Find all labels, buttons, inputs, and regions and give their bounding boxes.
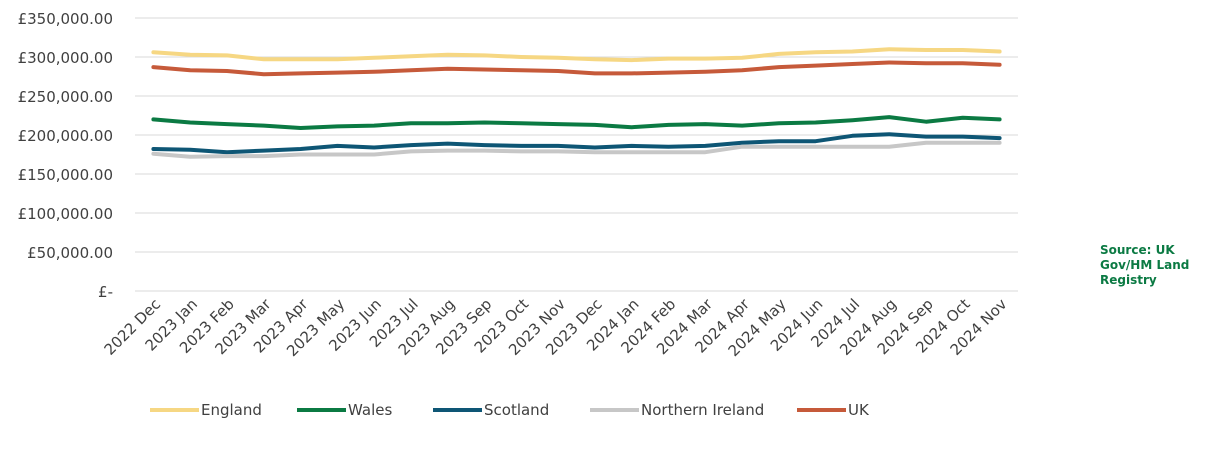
series-line-england xyxy=(151,47,1002,63)
source-note: Source: UK Gov/HM Land Registry xyxy=(1100,243,1190,287)
series-line-scotland xyxy=(151,132,1002,155)
legend-label-scotland: Scotland xyxy=(484,401,549,419)
legend-label-uk: UK xyxy=(848,401,870,419)
y-tick-label: £50,000.00 xyxy=(27,244,113,262)
legend-label-wales: Wales xyxy=(348,401,392,419)
y-tick-label: £150,000.00 xyxy=(18,166,113,184)
legend-label-england: England xyxy=(201,401,262,419)
y-tick-label: £250,000.00 xyxy=(18,88,113,106)
y-tick-label: £300,000.00 xyxy=(18,49,113,67)
series-line-uk xyxy=(151,60,1002,77)
legend-label-northern-ireland: Northern Ireland xyxy=(641,401,764,419)
series-line-wales xyxy=(151,115,1002,130)
y-tick-label: £200,000.00 xyxy=(18,127,113,145)
y-tick-label: £350,000.00 xyxy=(18,10,113,28)
y-tick-label: £- xyxy=(98,283,113,301)
y-tick-label: £100,000.00 xyxy=(18,205,113,223)
series-line-northern-ireland xyxy=(151,140,1002,159)
